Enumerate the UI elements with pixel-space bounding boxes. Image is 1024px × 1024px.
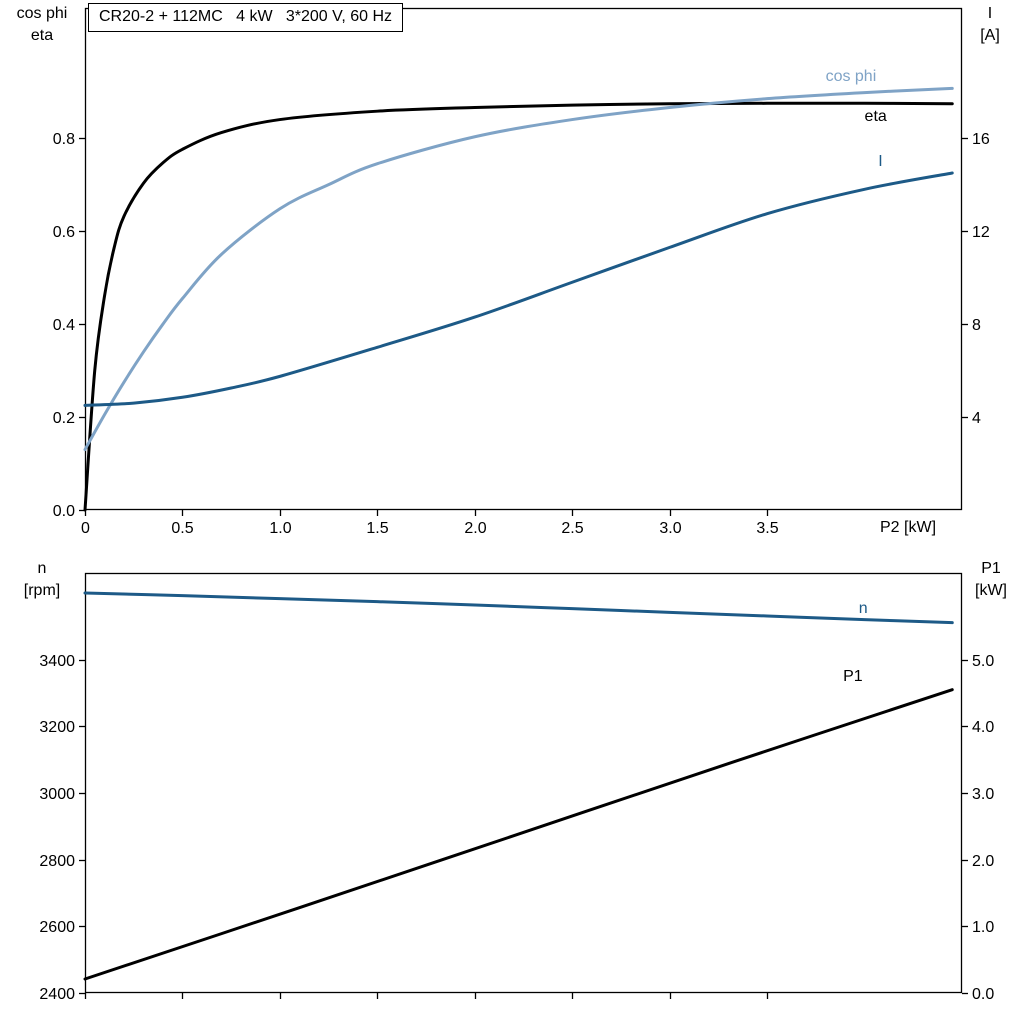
speed-axis-label: n — [37, 560, 47, 577]
x-tick-label: 3.5 — [756, 520, 778, 537]
y-right-tick-label: 12 — [972, 224, 990, 241]
bottom-left-axis-title: n [rpm] — [6, 558, 78, 602]
x-tick-label: 0 — [81, 520, 90, 537]
eta-axis-label: eta — [30, 27, 54, 44]
chart-title-box: CR20-2 + 112MC 4 kW 3*200 V, 60 Hz — [88, 3, 404, 32]
y-left-tick-label: 3000 — [39, 786, 75, 803]
y-left-tick-label: 2400 — [39, 986, 75, 1003]
curve-label-i: I — [878, 153, 882, 170]
cosphi-axis-label: cos phi — [16, 5, 68, 22]
top-left-axis-title: cos phi eta — [6, 3, 78, 47]
y-left-tick-label: 0.4 — [53, 317, 75, 334]
y-left-tick-label: 0.2 — [53, 410, 75, 427]
y-right-tick-label: 4.0 — [972, 719, 994, 736]
bottom-right-axis-title: P1 [kW] — [962, 558, 1020, 602]
y-right-tick-label: 16 — [972, 131, 990, 148]
x-tick-label: 1.0 — [269, 520, 291, 537]
curve-label-cos-phi: cos phi — [826, 68, 877, 85]
p1-axis-label: P1 — [981, 560, 1001, 577]
x-tick-label: 1.5 — [366, 520, 388, 537]
x-tick-label: 2.5 — [561, 520, 583, 537]
x-tick-label: 2.0 — [464, 520, 486, 537]
y-left-tick-label: 3200 — [39, 719, 75, 736]
curve-n — [83, 591, 954, 625]
y-left-tick-label: 3400 — [39, 653, 75, 670]
curve-label-n: n — [859, 600, 868, 617]
y-right-tick-label: 2.0 — [972, 853, 994, 870]
curve-label-eta: eta — [865, 108, 887, 125]
y-left-tick-label: 0.0 — [53, 503, 75, 520]
y-right-tick-label: 0.0 — [972, 986, 994, 1003]
top-right-axis-title: I [A] — [964, 3, 1016, 47]
y-right-tick-label: 5.0 — [972, 653, 994, 670]
y-left-tick-label: 0.6 — [53, 224, 75, 241]
plot-frame-2 — [84, 572, 963, 994]
y-left-tick-label: 0.8 — [53, 131, 75, 148]
speed-unit-label: [rpm] — [23, 582, 61, 599]
y-right-tick-label: 1.0 — [972, 919, 994, 936]
curve-cos-phi — [83, 86, 954, 452]
current-unit-label: [A] — [980, 27, 1000, 44]
plot-frame-1 — [84, 7, 963, 511]
x-tick-label: 0.5 — [171, 520, 193, 537]
curve-label-p1: P1 — [843, 668, 863, 685]
curve-p1 — [83, 688, 954, 981]
curve-eta — [83, 101, 954, 512]
curve-i — [83, 171, 954, 407]
y-right-tick-label: 3.0 — [972, 786, 994, 803]
y-right-tick-label: 4 — [972, 410, 981, 427]
y-left-tick-label: 2600 — [39, 919, 75, 936]
p1-unit-label: [kW] — [975, 582, 1007, 599]
current-axis-label: I — [987, 5, 993, 22]
y-left-tick-label: 2800 — [39, 853, 75, 870]
x-axis-label: P2 [kW] — [880, 519, 937, 536]
x-tick-label: 3.0 — [659, 520, 681, 537]
y-right-tick-label: 8 — [972, 317, 981, 334]
